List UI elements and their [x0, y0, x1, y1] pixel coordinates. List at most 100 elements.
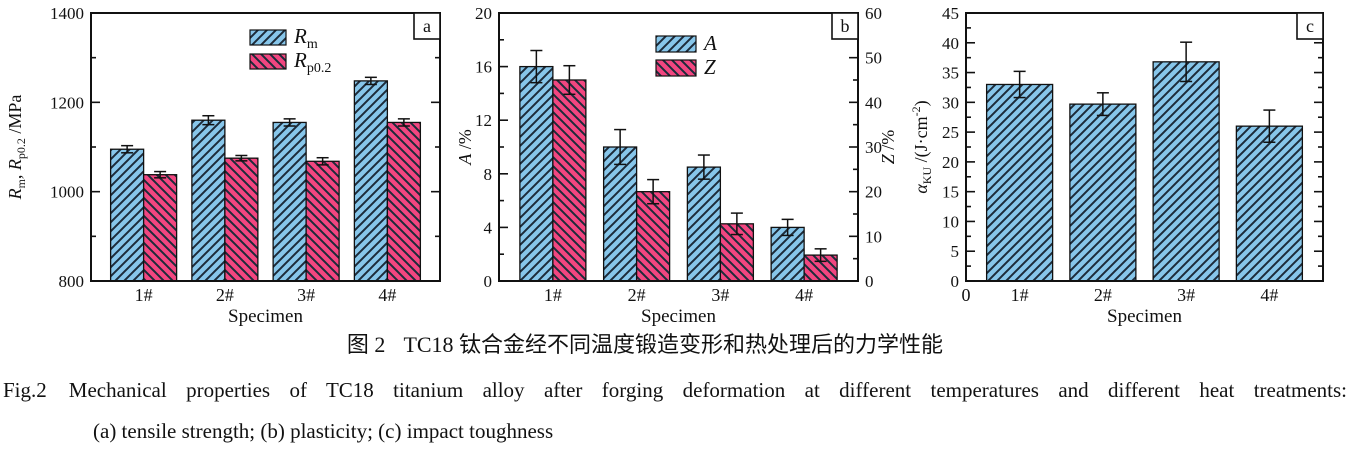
tick-label: 0 [484, 272, 493, 291]
tick-label: 15 [942, 183, 959, 202]
tick-label: 16 [475, 58, 492, 77]
caption-english-line2: (a) tensile strength; (b) plasticity; (c… [93, 419, 554, 443]
caption-chinese: 图 2 TC18 钛合金经不同温度锻造变形和热处理后的力学性能 [0, 330, 1290, 360]
bar-Rm-2# [191, 119, 226, 282]
y-axis-title: A /% [455, 129, 475, 166]
tick-label: 1400 [50, 4, 84, 23]
tick-label: 20 [475, 4, 492, 23]
error-bar [397, 118, 410, 127]
bar-Rp0.2-1# [142, 174, 178, 282]
legend-swatch-Z [655, 59, 697, 77]
bar-aKU-1# [985, 83, 1054, 282]
panel-letter-box [413, 12, 441, 40]
legend-label-Rm: Rm [293, 24, 318, 52]
axis-ticks [966, 12, 975, 282]
tick-label: 20 [865, 183, 882, 202]
chart-panel-a: 800 1000 1200 1400 1# 2# 3# 4# Specimen Rm, Rp0.2… [5, 4, 441, 327]
tick-label: 35 [942, 64, 959, 83]
error-bar [202, 114, 215, 126]
bar-aKU-3# [1152, 61, 1220, 282]
error-bar [1096, 92, 1109, 117]
error-bar [1013, 70, 1026, 99]
bar-A-2# [602, 146, 638, 282]
caption-en-label: Fig.2 [3, 378, 47, 402]
x-axis-title: Specimen [641, 306, 716, 327]
x-tick-label: 3# [711, 285, 729, 305]
tick-label: 30 [942, 93, 959, 112]
legend-swatch-Rm [249, 29, 287, 46]
x-tick-label: 4# [1260, 285, 1278, 305]
tick-label: 0 [951, 272, 960, 291]
axis-ticks [91, 12, 100, 282]
error-bar [364, 76, 377, 86]
bar-Z-1# [552, 79, 587, 282]
legend: AZ [655, 31, 717, 79]
legend-swatch-Rp0.2 [249, 53, 287, 70]
error-bar [530, 49, 543, 84]
tick-label: 12 [475, 111, 492, 130]
bar-aKU-4# [1235, 125, 1304, 282]
panel-letter: a [423, 16, 431, 36]
tick-label: 4 [484, 218, 493, 237]
panel-letter-box [1296, 12, 1324, 40]
tick-label: 8 [484, 165, 493, 184]
error-bar [235, 154, 248, 162]
x-tick-label: 4# [795, 285, 813, 305]
x-tick-label: 2# [628, 285, 646, 305]
bar-Rp0.2-3# [305, 160, 340, 282]
x-tick-label: 1# [544, 285, 562, 305]
error-bar [1180, 41, 1193, 83]
axis-ticks [1314, 12, 1323, 282]
caption-english-line1: Fig.2 Mechanical properties of TC18 titan… [3, 376, 1347, 404]
legend-label-Rp0.2: Rp0.2 [293, 48, 331, 76]
legend-label-A: A [702, 31, 717, 55]
bar-Rm-3# [272, 121, 307, 282]
axis-ticks [431, 12, 440, 282]
bar-Rp0.2-4# [386, 121, 422, 282]
caption-en-text: Mechanical properties of TC18 titanium a… [68, 378, 1347, 402]
tick-label: 5 [951, 242, 960, 261]
tick-label: 45 [942, 4, 959, 23]
x-tick-label: 4# [378, 285, 396, 305]
error-bar [614, 128, 627, 166]
axis-ticks [849, 12, 858, 282]
legend-swatch-A [655, 35, 697, 53]
x-tick-label: 2# [216, 285, 234, 305]
chart-panel-b: 0 4 8 12 16 20 0 10 20 30 40 50 60 1# 2# 3# 4# Specimen A … [455, 4, 898, 327]
panel-letter: b [841, 16, 850, 36]
tick-label: 800 [59, 272, 85, 291]
tick-label: 1000 [50, 183, 84, 202]
error-bar [283, 118, 296, 127]
x-tick-label: 3# [1177, 285, 1195, 305]
tick-label: 25 [942, 123, 959, 142]
tick-label: 50 [865, 49, 882, 68]
legend-label-Z: Z [704, 55, 716, 79]
bar-Z-2# [635, 191, 671, 282]
error-bar [316, 156, 329, 166]
tick-label: 30 [865, 138, 882, 157]
x-tick-label: 3# [297, 285, 315, 305]
bar-Rm-1# [109, 148, 145, 282]
tick-label: 10 [942, 212, 959, 231]
tick-label: 0 [865, 272, 874, 291]
y2-axis-title: Z /% [878, 130, 898, 165]
bar-Rp0.2-2# [224, 157, 259, 282]
tick-label: 40 [865, 93, 882, 112]
error-bar [1263, 109, 1276, 143]
error-bar [154, 170, 167, 179]
x-axis-title: Specimen [228, 306, 303, 327]
caption-cn-text: TC18 钛合金经不同温度锻造变形和热处理后的力学性能 [403, 332, 944, 357]
tick-label: 10 [865, 227, 882, 246]
x-tick-label: 2# [1094, 285, 1112, 305]
x-tick-label: 1# [135, 285, 153, 305]
y-axis-title: αKU /(J·cm-2) [909, 100, 934, 193]
axis-ticks [499, 12, 508, 282]
error-bar [563, 64, 576, 96]
tick-label: 60 [865, 4, 882, 23]
panel-letter-box [831, 12, 859, 40]
error-bar [730, 212, 743, 236]
tick-label: 40 [942, 34, 959, 53]
